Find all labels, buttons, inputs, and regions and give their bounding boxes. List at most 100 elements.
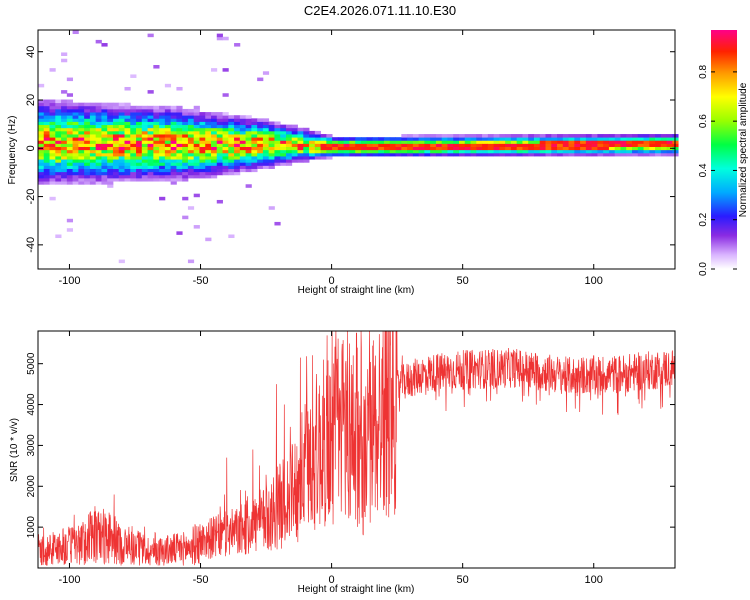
spectrogram-cell bbox=[124, 127, 131, 132]
spectrogram-cell bbox=[234, 152, 241, 157]
spectrogram-cell bbox=[211, 156, 218, 160]
spectrogram-cell bbox=[447, 143, 454, 147]
spectrogram-cell bbox=[297, 137, 304, 141]
spectrogram-cell bbox=[193, 171, 200, 176]
spectrogram-cell bbox=[585, 149, 593, 154]
spectrogram-cell bbox=[228, 156, 235, 160]
spectrogram-cell bbox=[153, 146, 160, 151]
spectrogram-cell bbox=[118, 112, 125, 116]
spectrogram-cell bbox=[170, 121, 177, 126]
spectrogram-cell bbox=[401, 140, 408, 144]
spectrogram-cell bbox=[245, 149, 252, 154]
spectrogram-cell bbox=[510, 140, 518, 144]
spectrogram-cell bbox=[38, 140, 45, 144]
spectrogram-cell bbox=[499, 146, 506, 151]
spectrogram-cell bbox=[470, 143, 477, 147]
spectrogram-cell bbox=[199, 124, 206, 129]
spectrogram-cell bbox=[84, 108, 91, 113]
spectrogram-cell bbox=[562, 134, 569, 138]
spectrogram-cell bbox=[522, 137, 529, 141]
spectrogram-cell bbox=[78, 162, 85, 166]
spectrogram-cell bbox=[597, 137, 604, 141]
spectrogram-cell bbox=[632, 146, 639, 151]
spectrogram-cell bbox=[199, 112, 206, 116]
spectrogram-cell bbox=[136, 137, 143, 141]
spectrogram-cell bbox=[147, 168, 154, 173]
spectrogram-cell bbox=[55, 168, 62, 173]
spectrogram-cell bbox=[280, 143, 287, 147]
spectrogram-cell bbox=[43, 156, 50, 160]
spectrogram-cell bbox=[89, 108, 97, 113]
spectrogram-cell bbox=[620, 146, 627, 151]
spectrogram-cell bbox=[84, 177, 91, 182]
spectrogram-cell bbox=[568, 140, 575, 144]
spectrogram-cell bbox=[170, 140, 177, 144]
spectrogram-cell bbox=[199, 174, 206, 179]
spectrogram-cell bbox=[453, 137, 460, 141]
spectrogram-cell bbox=[43, 143, 50, 147]
spectrogram-cell bbox=[245, 127, 252, 132]
spectrogram-cell bbox=[55, 140, 62, 144]
spectrogram-cell bbox=[170, 108, 177, 113]
spectrogram-cell bbox=[562, 137, 569, 141]
spectrogram-cell bbox=[38, 83, 45, 88]
spectrogram-cell bbox=[251, 168, 258, 173]
spectrogram-cell bbox=[38, 177, 45, 182]
spectrogram-cell bbox=[66, 149, 74, 154]
spectrogram-cell bbox=[309, 137, 316, 141]
spectrogram-cell bbox=[118, 115, 125, 119]
x-tick-label: 100 bbox=[585, 275, 603, 287]
spectrogram-cell bbox=[228, 140, 235, 144]
x-tick-label: 100 bbox=[585, 574, 603, 586]
spectrogram-cell bbox=[141, 108, 148, 113]
spectrogram-cell bbox=[49, 134, 56, 138]
spectrogram-cell bbox=[182, 168, 189, 173]
spectrogram-cell bbox=[291, 159, 298, 163]
spectrogram-cell bbox=[95, 121, 102, 126]
spectrogram-cell bbox=[124, 140, 131, 144]
spectrogram-cell bbox=[187, 127, 195, 132]
colorbar-ticks: 0.00.20.40.60.8 bbox=[698, 64, 737, 276]
spectrogram-cell bbox=[130, 137, 137, 141]
spectrogram-cell bbox=[280, 140, 287, 144]
spectrogram-cell bbox=[257, 156, 264, 160]
spectrogram-cell bbox=[193, 124, 200, 129]
spectrogram-cell bbox=[118, 149, 125, 154]
spectrogram-cell bbox=[239, 137, 247, 141]
spectrogram-cell bbox=[551, 143, 558, 147]
spectrogram-cell bbox=[130, 118, 137, 122]
spectrogram-cell bbox=[395, 146, 402, 151]
spectrogram-cell bbox=[55, 181, 62, 185]
spectrogram-cell bbox=[660, 140, 668, 144]
spectrogram-cell bbox=[55, 162, 62, 166]
spectrogram-cell bbox=[72, 181, 79, 185]
spectrogram-cell bbox=[136, 115, 143, 119]
spectrogram-cell bbox=[314, 140, 321, 144]
spectrogram-cell bbox=[176, 134, 183, 138]
spectrogram-cell bbox=[239, 156, 247, 160]
spectrogram-cell bbox=[355, 137, 362, 141]
spectrogram-cell bbox=[545, 149, 552, 154]
spectrogram-cell bbox=[112, 115, 120, 119]
x-tick-label: 50 bbox=[457, 275, 469, 287]
spectrogram-cell bbox=[141, 174, 148, 179]
spectrogram-cell bbox=[176, 146, 183, 151]
spectrogram-cell bbox=[309, 156, 316, 160]
spectrogram-cell bbox=[118, 127, 125, 132]
spectrogram-cell bbox=[303, 156, 310, 160]
spectrogram-cell bbox=[130, 134, 137, 138]
spectrogram-cell bbox=[170, 137, 177, 141]
spectrogram-cell bbox=[603, 143, 610, 147]
spectrogram-cell bbox=[136, 124, 143, 129]
spectrogram-cell bbox=[153, 121, 160, 126]
spectrogram-cell bbox=[89, 162, 97, 166]
spectrogram-cell bbox=[164, 108, 172, 113]
spectrogram-cell bbox=[159, 171, 166, 176]
spectrogram-cell bbox=[147, 177, 154, 182]
spectrogram-cell bbox=[539, 149, 546, 154]
spectrogram-cell bbox=[49, 174, 56, 179]
spectrogram-cell bbox=[407, 140, 414, 144]
spectrogram-cell bbox=[182, 130, 189, 135]
spectrogram-cell bbox=[61, 165, 68, 169]
spectrogram-cell bbox=[130, 171, 137, 176]
